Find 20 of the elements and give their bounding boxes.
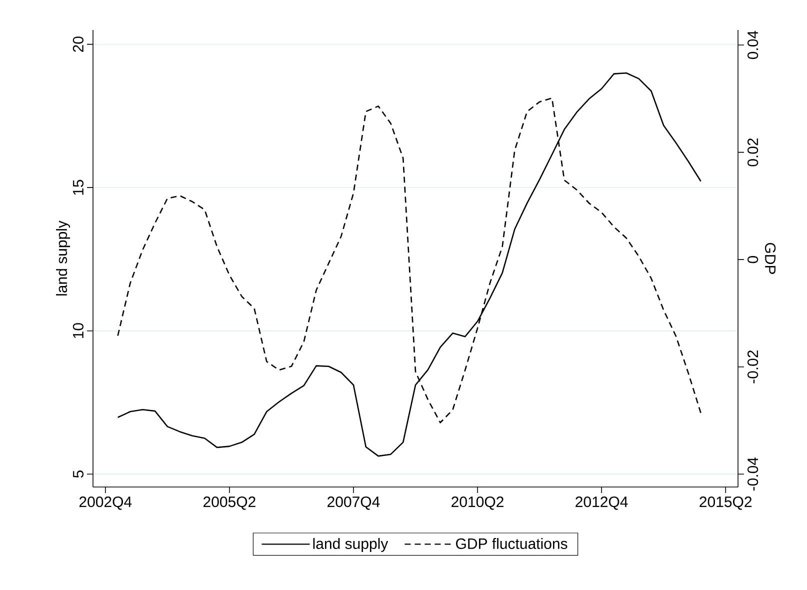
legend-label: GDP fluctuations (456, 538, 568, 550)
x-tick-label: 2007Q4 (328, 496, 380, 510)
y2-tick-label: -0.04 (748, 457, 758, 491)
x-tick-label: 2002Q4 (79, 496, 132, 510)
y-tick-label: 10 (72, 323, 84, 338)
x-tick-label: 2012Q4 (576, 496, 628, 510)
x-tick-label: 2005Q2 (204, 496, 256, 510)
x-tick-label: 2015Q2 (700, 496, 752, 510)
line-series (117, 72, 702, 457)
y2-tick-label: 0.04 (748, 30, 758, 60)
y2-tick-label: -0.02 (748, 350, 758, 384)
legend-label: land supply (313, 538, 388, 552)
y2-tick-label: 0.02 (748, 138, 758, 166)
y-axis-title: land supply (56, 220, 70, 296)
y2-tick-label: 0 (748, 256, 758, 264)
x-tick-label: 2010Q2 (452, 496, 504, 510)
y-tick-label: 5 (73, 470, 84, 478)
y2-axis-title: GDP (764, 242, 776, 274)
y-tick-label: 15 (73, 180, 84, 195)
y-tick-label: 20 (72, 36, 84, 52)
